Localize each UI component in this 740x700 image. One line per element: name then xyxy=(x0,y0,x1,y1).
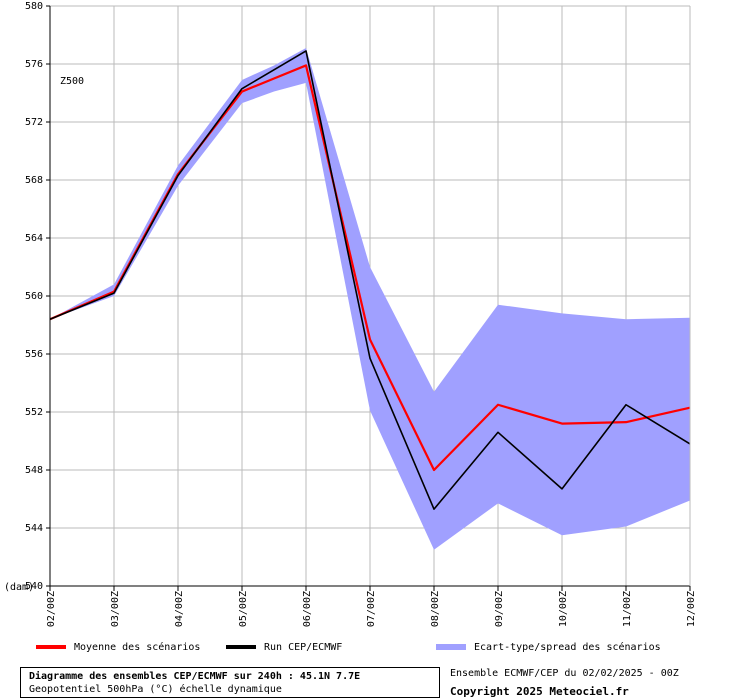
title-box: Diagramme des ensembles CEP/ECMWF sur 24… xyxy=(20,667,440,698)
x-tick-label: 12/00Z xyxy=(686,591,697,627)
y-tick-label: 556 xyxy=(25,349,43,360)
chart: 540 544 548 552 556 560 564 568 572 576 580 02/00Z… xyxy=(4,1,697,627)
legend-item-mean: Moyenne des scénarios xyxy=(36,640,200,654)
x-tick-label: 03/00Z xyxy=(110,591,121,627)
y-tick-label: 544 xyxy=(25,523,43,534)
y-tick-label: 564 xyxy=(25,233,43,244)
y-tick-label: 580 xyxy=(25,1,43,12)
ensemble-info: Ensemble ECMWF/CEP du 02/02/2025 - 00Z xyxy=(450,668,679,679)
y-tick-label: 560 xyxy=(25,291,43,302)
legend-swatch-run xyxy=(226,645,256,649)
legend-swatch-spread xyxy=(436,644,466,650)
y-tick-label: 576 xyxy=(25,59,43,70)
copyright: Copyright 2025 Meteociel.fr xyxy=(450,685,629,698)
x-tick-label: 09/00Z xyxy=(494,591,505,627)
y-tick-label: 540 xyxy=(25,581,43,592)
x-tick-label: 07/00Z xyxy=(366,591,377,627)
chart-subtitle: Geopotentiel 500hPa (°C) échelle dynamiq… xyxy=(29,684,282,695)
x-tick-label: 04/00Z xyxy=(174,591,185,627)
x-tick-label: 10/00Z xyxy=(558,591,569,627)
legend-label-mean: Moyenne des scénarios xyxy=(74,641,201,653)
legend-item-run: Run CEP/ECMWF xyxy=(226,640,342,654)
panel-label: Z500 xyxy=(60,76,84,87)
legend-label-run: Run CEP/ECMWF xyxy=(264,641,343,653)
x-tick-label: 08/00Z xyxy=(430,591,441,627)
chart-title: Diagramme des ensembles CEP/ECMWF sur 24… xyxy=(29,671,361,682)
x-tick-label: 11/00Z xyxy=(622,591,633,627)
y-tick-label: 568 xyxy=(25,175,43,186)
spread-band xyxy=(50,48,690,550)
y-tick-label: 548 xyxy=(25,465,43,476)
x-tick-label: 05/00Z xyxy=(238,591,249,627)
y-axis-label: (dam) xyxy=(4,582,34,593)
legend-swatch-mean xyxy=(36,645,66,649)
y-tick-labels: 540 544 548 552 556 560 564 568 572 576 580 xyxy=(25,1,43,592)
x-tick-labels: 02/00Z 03/00Z 04/00Z 05/00Z 06/00Z 07/00Z 08/0… xyxy=(46,591,697,627)
legend-label-spread: Ecart-type/spread des scénarios xyxy=(474,641,661,653)
run-line xyxy=(49,50,691,510)
axes xyxy=(46,5,691,591)
x-tick-label: 06/00Z xyxy=(302,591,313,627)
x-tick-label: 02/00Z xyxy=(46,591,57,627)
legend-item-spread: Ecart-type/spread des scénarios xyxy=(436,640,661,654)
y-tick-label: 552 xyxy=(25,407,43,418)
y-tick-label: 572 xyxy=(25,117,43,128)
